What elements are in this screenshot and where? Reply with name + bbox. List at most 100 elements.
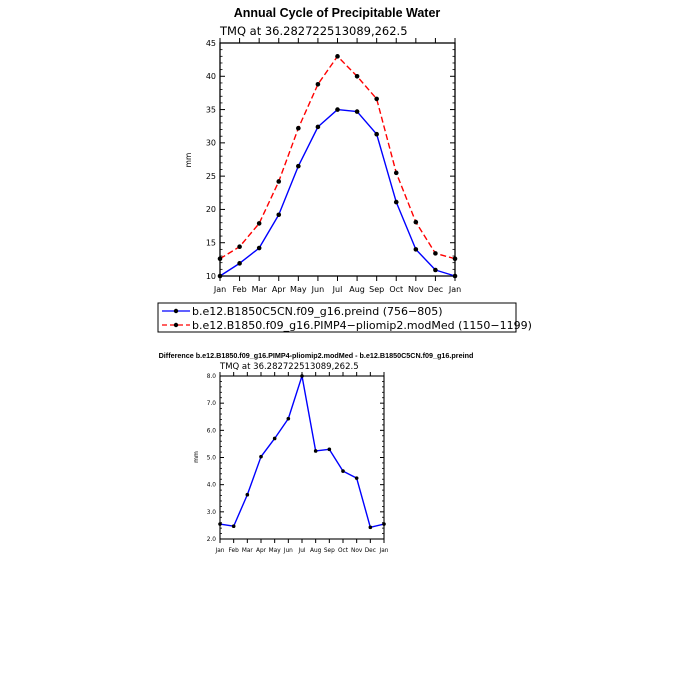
c2-series-0-point bbox=[354, 476, 359, 480]
c1-x-tick-label: May bbox=[290, 285, 307, 294]
c2-series-0-point bbox=[368, 525, 373, 530]
c1-series-1-point bbox=[413, 219, 419, 225]
legend-marker-preind bbox=[173, 308, 179, 314]
c2-series-0-point bbox=[327, 447, 332, 452]
c2-x-tick-label: Apr bbox=[256, 548, 267, 554]
c1-series-1-point bbox=[296, 125, 301, 131]
c2-y-tick-label: 4.0 bbox=[207, 483, 217, 489]
c2-series-0-point bbox=[245, 492, 250, 497]
chart2-plot-frame bbox=[219, 375, 385, 540]
c2-y-tick-label: 6.0 bbox=[207, 428, 217, 434]
c1-series-0-point bbox=[335, 107, 340, 112]
c1-series-1-point bbox=[315, 81, 321, 87]
c2-x-tick-label: Sep bbox=[324, 548, 335, 554]
c2-x-tick-label: May bbox=[269, 548, 282, 554]
c1-series-0-point bbox=[237, 261, 242, 266]
c2-x-tick-label: Aug bbox=[310, 548, 322, 554]
c1-series-1-point bbox=[276, 179, 282, 184]
c1-series-0-point bbox=[217, 273, 223, 279]
c1-x-tick-label: Feb bbox=[232, 285, 246, 294]
c2-x-tick-label: Jan bbox=[215, 548, 225, 554]
c1-x-tick-label: Mar bbox=[252, 285, 268, 294]
c1-x-tick-label: Oct bbox=[389, 285, 403, 294]
chart1-title: Annual Cycle of Precipitable Water bbox=[234, 6, 441, 20]
c1-x-tick-label: Sep bbox=[369, 285, 384, 294]
c2-x-tick-label: Nov bbox=[351, 548, 363, 554]
c1-x-tick-label: Aug bbox=[349, 285, 365, 294]
c2-series-line-0 bbox=[219, 375, 385, 529]
c1-series-0-point bbox=[276, 212, 282, 218]
c1-x-tick-label: Apr bbox=[272, 285, 287, 294]
c1-series-line-0 bbox=[219, 108, 456, 277]
c1-series-0-point bbox=[393, 199, 399, 205]
chart1-series bbox=[217, 54, 458, 279]
chart2-series bbox=[218, 374, 386, 530]
legend-label-pliomip: b.e12.B1850.f09_g16.PIMP4−pliomip2.modMe… bbox=[192, 319, 532, 332]
c2-series-0-point bbox=[272, 436, 277, 441]
c1-series-0-point bbox=[354, 109, 360, 114]
c1-y-tick-label: 35 bbox=[206, 105, 216, 114]
c1-series-1-point bbox=[374, 96, 379, 102]
chart-annual-cycle: Annual Cycle of Precipitable Water TMQ a… bbox=[157, 6, 532, 333]
chart2-title: Difference b.e12.B1850.f09_g16.PIMP4-pli… bbox=[159, 351, 474, 360]
chart2-x-axis: Jan Feb Mar Apr May Jun Jul Aug Sep Oct Nov Dec Jan bbox=[215, 372, 389, 554]
chart1-x-axis: Jan Feb Mar Apr May Jun Jul Aug Sep Oct Nov Dec Jan bbox=[213, 38, 461, 294]
c2-series-0-point bbox=[313, 449, 318, 453]
chart1-y-axis: 10 15 20 25 30 35 40 45 bbox=[206, 39, 455, 281]
chart2-y-axis: 2.0 3.0 4.0 5.0 6.0 7.0 8.0 bbox=[207, 374, 384, 543]
legend-label-preind: b.e12.B1850C5CN.f09_g16.preind (756−805) bbox=[192, 305, 443, 318]
legend-marker-pliomip bbox=[173, 322, 179, 328]
c2-series-0-point bbox=[286, 416, 291, 421]
c1-series-1-point bbox=[335, 54, 340, 59]
c2-x-tick-label: Jun bbox=[283, 548, 293, 554]
chart1-plot-frame bbox=[219, 42, 456, 277]
c1-series-0-point bbox=[413, 247, 419, 252]
legend-box bbox=[157, 302, 517, 333]
c1-series-1-point bbox=[256, 221, 262, 226]
c2-y-tick-label: 3.0 bbox=[207, 510, 217, 516]
c1-x-tick-label: Dec bbox=[428, 285, 443, 294]
c1-series-1-point bbox=[452, 256, 458, 261]
c1-series-0-point bbox=[315, 124, 321, 130]
c2-x-tick-label: Mar bbox=[242, 548, 254, 554]
c2-x-tick-label: Oct bbox=[338, 548, 349, 554]
c1-y-tick-label: 45 bbox=[206, 39, 216, 48]
c2-x-tick-label: Feb bbox=[229, 548, 240, 554]
c1-series-0-point bbox=[256, 245, 262, 251]
chart2-y-axis-label: mm bbox=[193, 451, 200, 463]
c1-y-tick-label: 20 bbox=[206, 205, 216, 214]
c2-x-tick-label: Jan bbox=[379, 548, 389, 554]
chart2-subtitle: TMQ at 36.282722513089,262.5 bbox=[219, 362, 359, 372]
c1-series-1-point bbox=[354, 73, 360, 79]
c1-y-tick-label: 25 bbox=[206, 172, 216, 181]
c1-series-line-1 bbox=[219, 55, 456, 260]
c2-x-tick-label: Dec bbox=[365, 548, 376, 554]
c1-x-tick-label: Jun bbox=[311, 285, 325, 294]
c1-series-0-point bbox=[452, 273, 458, 279]
c1-series-0-point bbox=[433, 267, 438, 273]
c1-series-1-point bbox=[237, 244, 242, 250]
c2-series-0-point bbox=[341, 469, 345, 473]
c2-series-0-point bbox=[382, 522, 386, 526]
chart1-y-axis-label: mm bbox=[184, 153, 193, 168]
c1-x-tick-label: Jan bbox=[213, 285, 226, 294]
c2-y-tick-label: 5.0 bbox=[207, 456, 217, 462]
c1-y-tick-label: 15 bbox=[206, 239, 216, 248]
c1-x-tick-label: Nov bbox=[408, 285, 424, 294]
chart1-legend: b.e12.B1850C5CN.f09_g16.preind (756−805)… bbox=[157, 302, 532, 333]
c1-x-tick-label: Jul bbox=[332, 285, 343, 294]
c2-y-tick-label: 7.0 bbox=[207, 401, 217, 407]
c1-y-tick-label: 40 bbox=[206, 72, 216, 81]
c2-y-tick-label: 8.0 bbox=[207, 374, 217, 380]
c1-series-1-point bbox=[393, 170, 399, 176]
c2-series-0-point bbox=[218, 522, 222, 526]
chart1-subtitle: TMQ at 36.282722513089,262.5 bbox=[219, 24, 408, 38]
c1-series-0-point bbox=[296, 163, 301, 169]
c2-y-tick-label: 2.0 bbox=[207, 537, 217, 543]
c2-x-tick-label: Jul bbox=[298, 548, 306, 554]
c2-series-0-point bbox=[300, 374, 304, 378]
c2-series-0-point bbox=[231, 524, 236, 529]
c1-series-1-point bbox=[217, 256, 223, 261]
c1-y-tick-label: 30 bbox=[206, 139, 216, 148]
